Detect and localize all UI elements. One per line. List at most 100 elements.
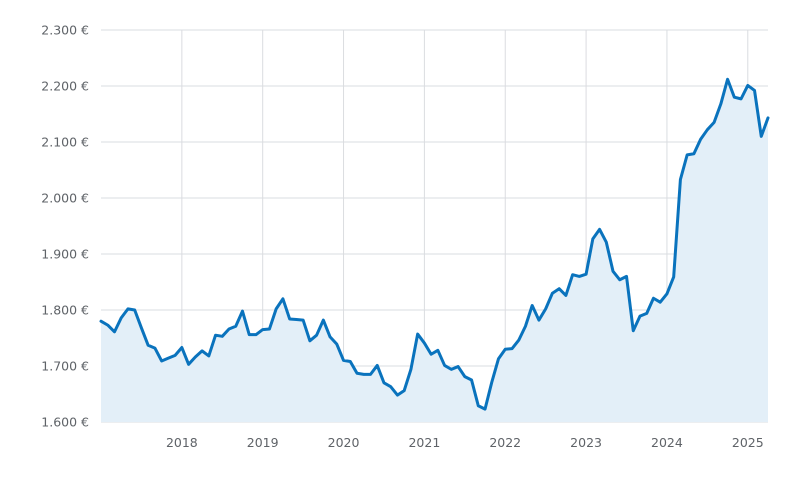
data-point: [678, 178, 682, 182]
x-tick-label: 2024: [651, 435, 683, 450]
data-point: [267, 327, 271, 331]
data-point: [288, 317, 292, 321]
data-point: [436, 348, 440, 352]
data-point: [544, 307, 548, 311]
data-point: [126, 307, 130, 311]
data-point: [591, 237, 595, 241]
data-point: [449, 367, 453, 371]
data-point: [146, 343, 150, 347]
x-tick-label: 2019: [247, 435, 279, 450]
data-point: [712, 120, 716, 124]
data-point: [166, 356, 170, 360]
data-point: [692, 152, 696, 156]
price-line: [99, 77, 770, 411]
y-tick-label: 1.900 €: [41, 247, 89, 262]
data-point: [510, 347, 514, 351]
data-point: [294, 318, 298, 322]
data-point: [395, 393, 399, 397]
data-point: [173, 353, 177, 357]
data-point: [247, 333, 251, 337]
data-point: [651, 296, 655, 300]
data-point: [119, 316, 123, 320]
data-point: [530, 304, 534, 308]
data-point: [301, 318, 305, 322]
y-tick-label: 1.600 €: [41, 415, 89, 430]
data-point: [261, 328, 265, 332]
data-point: [490, 380, 494, 384]
data-point: [463, 375, 467, 379]
data-point: [214, 333, 218, 337]
data-point: [375, 363, 379, 367]
data-point: [348, 360, 352, 364]
data-point: [254, 333, 258, 337]
y-tick-label: 2.000 €: [41, 191, 89, 206]
data-point: [685, 153, 689, 157]
data-point: [207, 354, 211, 358]
data-point: [726, 77, 730, 81]
data-point: [611, 269, 615, 273]
data-point: [402, 389, 406, 393]
y-axis-labels: 1.600 € 1.700 € 1.800 € 1.900 € 2.000 € 2.100…: [41, 23, 89, 430]
y-tick-label: 2.100 €: [41, 135, 89, 150]
data-point: [645, 311, 649, 315]
y-tick-label: 2.200 €: [41, 79, 89, 94]
data-point: [618, 278, 622, 282]
data-point: [281, 297, 285, 301]
data-point: [342, 358, 346, 362]
data-point: [112, 330, 116, 334]
y-tick-label: 2.300 €: [41, 23, 89, 38]
data-point: [409, 367, 413, 371]
data-point: [497, 357, 501, 361]
data-point: [503, 347, 507, 351]
data-point: [389, 385, 393, 389]
data-point: [368, 372, 372, 376]
data-point: [598, 227, 602, 231]
y-tick-label: 1.700 €: [41, 359, 89, 374]
data-point: [476, 404, 480, 408]
data-point: [719, 102, 723, 106]
x-axis-labels: 2018 2019 2020 2021 2022 2023 2024 2025: [166, 435, 764, 450]
data-point: [732, 95, 736, 99]
data-point: [274, 307, 278, 311]
data-point: [220, 334, 224, 338]
x-tick-label: 2023: [570, 435, 602, 450]
data-point: [483, 407, 487, 411]
data-point: [699, 137, 703, 141]
data-point: [335, 342, 339, 346]
data-point: [517, 338, 521, 342]
data-point: [315, 333, 319, 337]
x-tick-label: 2022: [489, 435, 521, 450]
data-point: [200, 349, 204, 353]
data-point: [382, 381, 386, 385]
data-point: [746, 83, 750, 87]
data-point: [308, 339, 312, 343]
data-point: [584, 272, 588, 276]
data-point: [99, 319, 103, 323]
data-point: [139, 326, 143, 330]
data-point: [739, 97, 743, 101]
data-point: [577, 274, 581, 278]
data-point: [557, 287, 561, 291]
data-point: [523, 324, 527, 328]
data-point: [328, 335, 332, 339]
price-area-fill: [101, 79, 768, 422]
data-point: [422, 341, 426, 345]
data-point: [550, 291, 554, 295]
data-point: [658, 300, 662, 304]
data-point: [537, 318, 541, 322]
data-point: [665, 292, 669, 296]
data-point: [160, 359, 164, 363]
data-point: [604, 240, 608, 244]
x-tick-label: 2021: [408, 435, 440, 450]
data-point: [571, 273, 575, 277]
data-point: [564, 293, 568, 297]
data-point: [470, 378, 474, 382]
data-point: [362, 372, 366, 376]
data-point: [416, 332, 420, 336]
data-point: [227, 327, 231, 331]
data-point: [193, 355, 197, 359]
data-point: [705, 128, 709, 132]
data-point: [456, 365, 460, 369]
